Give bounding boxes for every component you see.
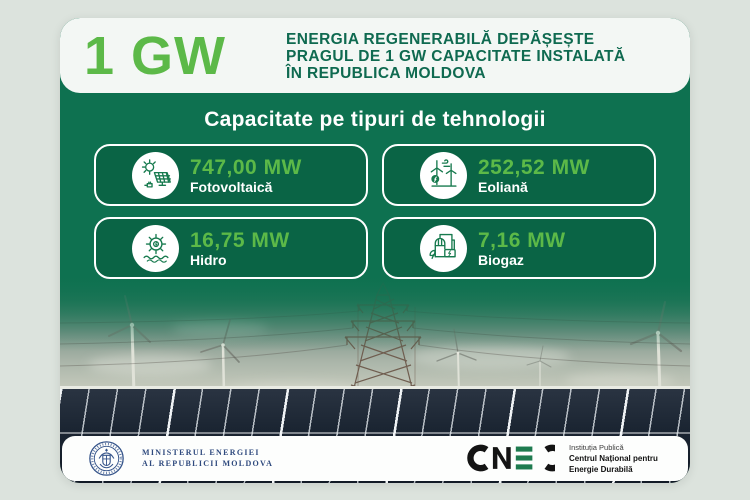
section-title: Capacitate pe tipuri de tehnologii xyxy=(204,108,546,131)
header-panel: 1 GW ENERGIA REGENERABILĂ DEPĂȘEȘTE PRAG… xyxy=(60,18,690,93)
wind-turbine-icon xyxy=(420,151,467,199)
cned-line-1: Instituția Publică xyxy=(569,443,624,452)
ministry-name: MINISTERUL ENERGIEI AL REPUBLICII MOLDOV… xyxy=(142,447,273,469)
stat-card-biogaz: 7,16 MW Biogaz xyxy=(382,217,656,279)
stat-label-eoliana: Eoliană xyxy=(478,178,528,195)
stat-value-hidro: 16,75 MW xyxy=(190,228,290,252)
cned-line-3: Energie Durabilă xyxy=(569,465,633,474)
ministry-name-line-1: MINISTERUL ENERGIEI xyxy=(142,448,260,457)
biogas-plant-icon xyxy=(420,224,467,272)
stat-label-biogaz: Biogaz xyxy=(478,251,524,268)
stat-value-eoliana: 252,52 MW xyxy=(478,155,590,179)
stat-label-hidro: Hidro xyxy=(190,251,227,268)
headline-line-3: ÎN REPUBLICA MOLDOVA xyxy=(286,65,487,82)
green-fade-overlay xyxy=(60,273,690,351)
cned-line-2: Centrul Național pentru xyxy=(569,454,658,463)
stat-card-fotovoltaica: 747,00 MW Fotovoltaică xyxy=(94,144,368,206)
stat-value-fotovoltaica: 747,00 MW xyxy=(190,155,302,179)
stat-value-biogaz: 7,16 MW xyxy=(478,228,566,252)
headline-line-1: ENERGIA REGENERABILĂ DEPĂȘEȘTE xyxy=(286,31,595,48)
headline-title: ENERGIA REGENERABILĂ DEPĂȘEȘTE PRAGUL DE… xyxy=(286,31,626,82)
stat-label-fotovoltaica: Fotovoltaică xyxy=(190,178,273,195)
cned-description: Instituția Publică Centrul Național pent… xyxy=(569,442,658,475)
ministry-name-line-2: AL REPUBLICII MOLDOVA xyxy=(142,459,274,468)
stat-card-eoliana: 252,52 MW Eoliană xyxy=(382,144,656,206)
headline-number: 1 GW xyxy=(84,26,227,86)
stat-card-hidro: 16,75 MW Hidro xyxy=(94,217,368,279)
hydro-turbine-icon xyxy=(132,224,179,272)
headline-line-2: PRAGUL DE 1 GW CAPACITATE INSTALATĂ xyxy=(286,48,626,65)
moldova-coat-of-arms-icon xyxy=(89,441,124,476)
cned-logo-icon xyxy=(467,444,555,472)
main-card: 1 GW ENERGIA REGENERABILĂ DEPĂȘEȘTE PRAG… xyxy=(60,18,690,483)
solar-panel-icon xyxy=(132,151,179,199)
footer-bar: MINISTERUL ENERGIEI AL REPUBLICII MOLDOV… xyxy=(62,436,688,481)
